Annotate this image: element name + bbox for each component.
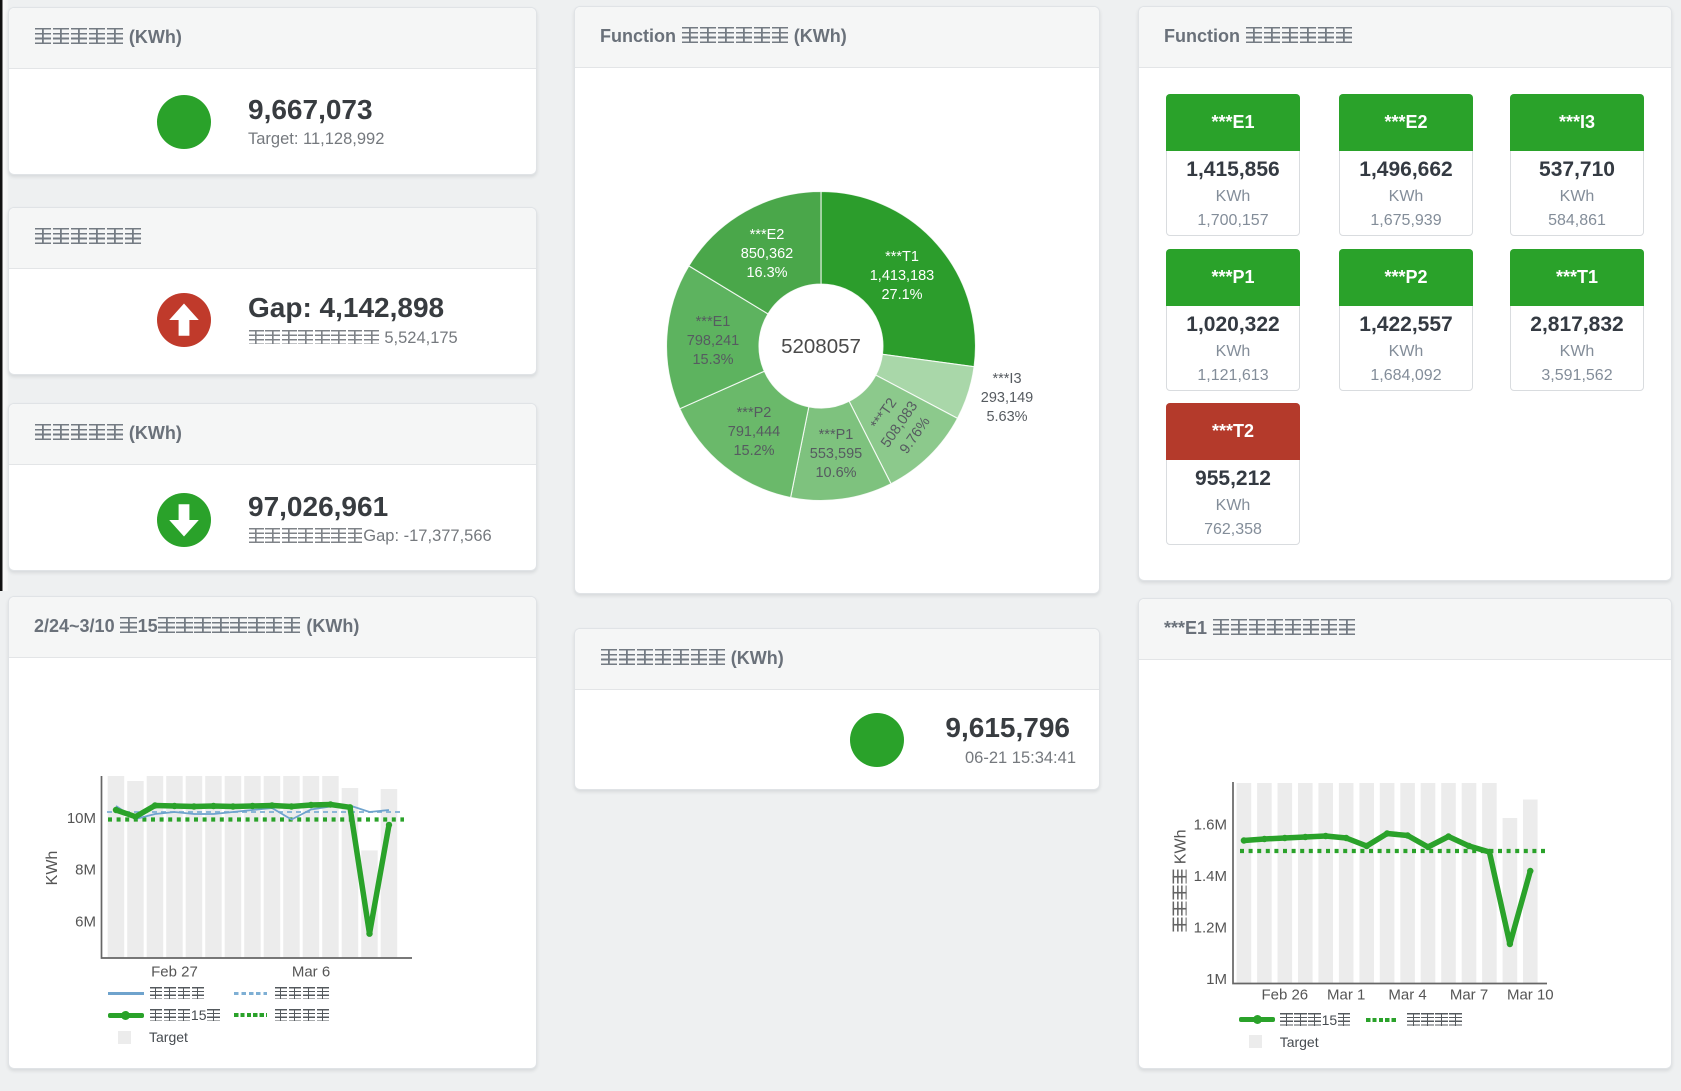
svg-text:791,444: 791,444 — [728, 424, 780, 440]
svg-text:***I3: ***I3 — [992, 371, 1021, 387]
svg-text:***P2: ***P2 — [737, 405, 772, 421]
svg-text:5208057: 5208057 — [781, 335, 861, 358]
svg-text:1M: 1M — [1206, 971, 1227, 988]
svg-text:1.4M: 1.4M — [1194, 868, 1227, 885]
svg-text:15.2%: 15.2% — [733, 443, 774, 459]
svg-text:15.3%: 15.3% — [692, 352, 733, 368]
svg-text:Feb 27: Feb 27 — [151, 964, 198, 981]
svg-text:1.6M: 1.6M — [1194, 817, 1227, 834]
svg-text:1,413,183: 1,413,183 — [870, 268, 935, 284]
svg-text:850,362: 850,362 — [741, 246, 793, 262]
svg-text:Mar 10: Mar 10 — [1507, 987, 1554, 1004]
svg-text:10.6%: 10.6% — [815, 465, 856, 481]
svg-text:Mar 6: Mar 6 — [292, 964, 330, 981]
svg-text:293,149: 293,149 — [981, 390, 1033, 406]
svg-text:***E1: ***E1 — [696, 314, 731, 330]
svg-text:KWh: KWh — [44, 851, 61, 886]
svg-text:798,241: 798,241 — [687, 333, 739, 349]
svg-text:5.63%: 5.63% — [986, 409, 1027, 425]
svg-text:Mar 4: Mar 4 — [1388, 987, 1426, 1004]
svg-text:***P1: ***P1 — [819, 427, 854, 443]
svg-text:1.2M: 1.2M — [1194, 920, 1227, 937]
svg-text:16.3%: 16.3% — [746, 265, 787, 281]
svg-text:553,595: 553,595 — [810, 446, 862, 462]
svg-text:Feb 26: Feb 26 — [1261, 987, 1308, 1004]
svg-text:6M: 6M — [75, 914, 96, 931]
svg-text:8M: 8M — [75, 862, 96, 879]
svg-text:Mar 7: Mar 7 — [1450, 987, 1488, 1004]
svg-text:***T1: ***T1 — [885, 249, 919, 265]
svg-text:***E2: ***E2 — [750, 227, 785, 243]
svg-text:Mar 1: Mar 1 — [1327, 987, 1365, 1004]
svg-text:27.1%: 27.1% — [881, 287, 922, 303]
svg-text:10M: 10M — [67, 810, 96, 827]
